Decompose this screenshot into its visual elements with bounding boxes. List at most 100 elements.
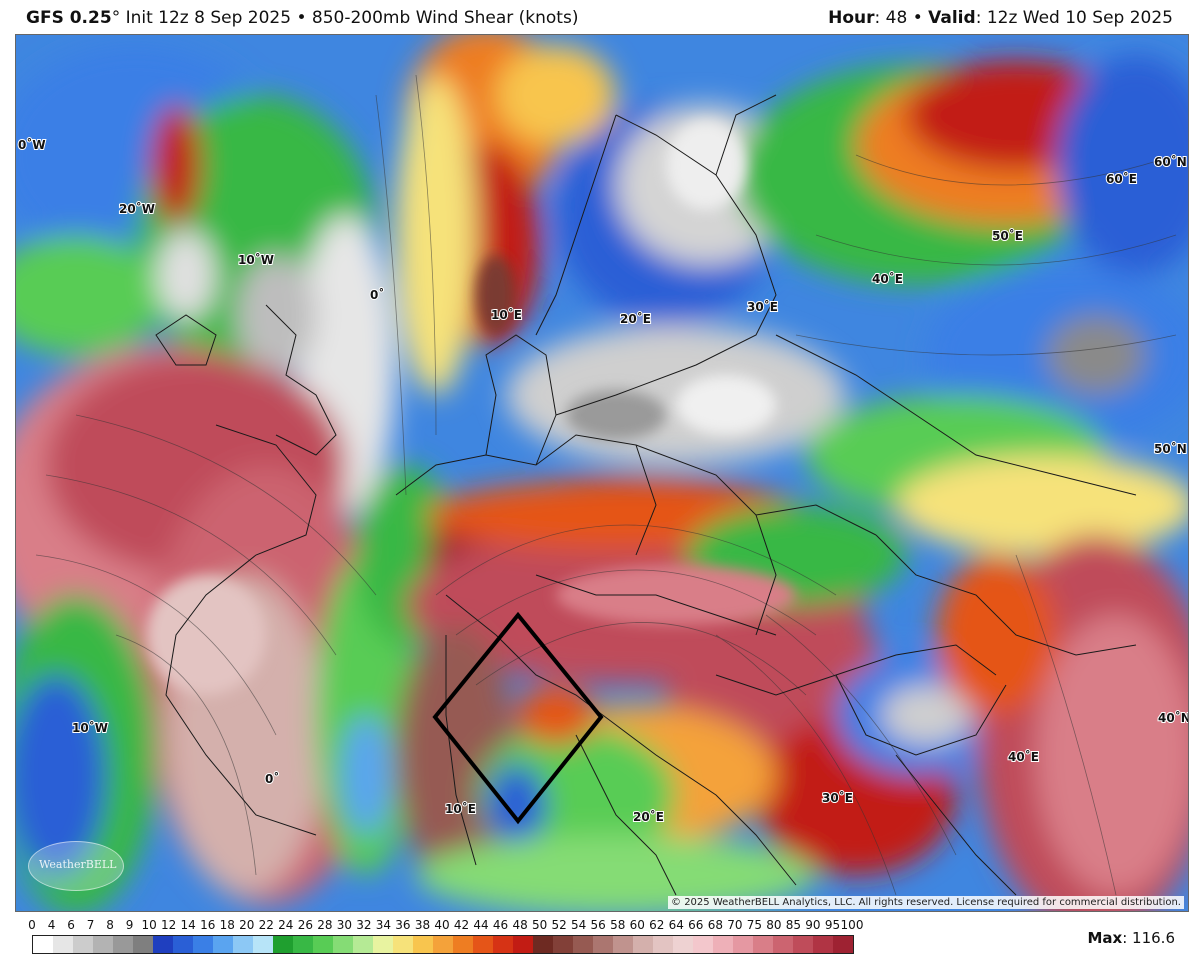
scale-tick-label: 38 <box>414 918 431 932</box>
scale-swatch <box>493 936 513 953</box>
scale-tick-label: 8 <box>106 918 114 932</box>
scale-swatch <box>373 936 393 953</box>
logo-text: WeatherBELL <box>39 858 117 871</box>
coord-label: 50˚N <box>1154 441 1187 456</box>
scale-tick-label: 90 <box>805 918 821 932</box>
map-title: GFS 0.25° Init 12z 8 Sep 2025 • 850-200m… <box>26 8 578 28</box>
scale-swatch <box>233 936 253 953</box>
shear-detail <box>146 120 796 695</box>
scale-swatch <box>713 936 733 953</box>
valid-label: Valid <box>928 8 976 28</box>
coordinate-labels: 0˚W 20˚W 10˚W 0˚ 10˚E 20˚E 30˚E 40˚E 50˚… <box>17 136 1188 825</box>
max-value: Max: 116.6 <box>1088 929 1176 947</box>
coord-label: 40˚E <box>872 271 903 286</box>
scale-tick-label: 95 <box>824 918 841 932</box>
coord-label: 20˚E <box>633 809 664 824</box>
scale-swatch <box>253 936 273 953</box>
scale-swatch <box>553 936 573 953</box>
scale-tick-label: 32 <box>356 918 372 932</box>
scale-swatch <box>393 936 413 953</box>
scale-tick-label: 30 <box>336 918 353 932</box>
scale-swatch <box>833 936 853 953</box>
init-time: Init 12z 8 Sep 2025 <box>125 8 292 28</box>
scale-swatch <box>153 936 173 953</box>
scale-tick-label: 80 <box>766 918 782 932</box>
max-number: : 116.6 <box>1122 929 1175 947</box>
title-separator: • <box>296 8 307 28</box>
scale-tick-label: 62 <box>649 918 665 932</box>
scale-tick-labels: 0 4 6 7 8 9 10 12 14 16 18 20 22 24 26 28 30 32 34 36 38 40 42… <box>26 918 866 934</box>
scale-tick-label: 6 <box>67 918 75 932</box>
product-name: 850-200mb Wind Shear (knots) <box>311 8 579 28</box>
scale-tick-label: 0 <box>28 918 36 932</box>
scale-tick-label: 46 <box>492 918 509 932</box>
copyright-notice: © 2025 WeatherBELL Analytics, LLC. All r… <box>668 896 1184 909</box>
scale-swatch <box>73 936 93 953</box>
scale-tick-label: 28 <box>317 918 333 932</box>
weatherbell-logo: WeatherBELL <box>28 841 124 891</box>
scale-tick-label: 48 <box>512 918 528 932</box>
coord-label: 20˚E <box>620 311 651 326</box>
coord-label: 40˚E <box>1008 749 1039 764</box>
scale-swatch <box>753 936 773 953</box>
scale-tick-label: 7 <box>86 918 95 932</box>
scale-tick-label: 44 <box>473 918 489 932</box>
scale-tick-label: 24 <box>278 918 294 932</box>
color-scale-bar <box>32 935 854 954</box>
scale-swatch <box>593 936 613 953</box>
scale-swatch <box>433 936 453 953</box>
scale-tick-label: 66 <box>688 918 704 932</box>
scale-tick-label: 52 <box>551 918 567 932</box>
streamlines <box>35 74 1177 896</box>
scale-tick-label: 50 <box>531 918 548 932</box>
coord-label: 60˚N <box>1154 154 1187 169</box>
scale-swatch <box>453 936 473 953</box>
wind-shear-map: 0˚W 20˚W 10˚W 0˚ 10˚E 20˚E 30˚E 40˚E 50˚… <box>15 34 1189 912</box>
coord-label: 30˚E <box>747 299 778 314</box>
scale-swatch <box>413 936 433 953</box>
scale-swatch <box>613 936 633 953</box>
scale-swatch <box>733 936 753 953</box>
scale-swatch <box>213 936 233 953</box>
scale-tick-label: 26 <box>297 918 313 932</box>
scale-swatch <box>33 936 53 953</box>
scale-swatch <box>93 936 113 953</box>
boundaries <box>155 94 1137 896</box>
scale-tick-label: 70 <box>727 918 743 932</box>
scale-swatch <box>513 936 533 953</box>
scale-tick-label: 58 <box>610 918 626 932</box>
scale-tick-label: 64 <box>668 918 684 932</box>
scale-tick-label: 40 <box>434 918 450 932</box>
scale-swatch <box>333 936 353 953</box>
valid-value: : 12z Wed 10 Sep 2025 <box>975 8 1173 28</box>
scale-swatch <box>793 936 813 953</box>
scale-tick-label: 10 <box>141 918 157 932</box>
scale-swatch <box>313 936 333 953</box>
scale-tick-label: 34 <box>375 918 392 932</box>
header-bar: GFS 0.25° Init 12z 8 Sep 2025 • 850-200m… <box>0 0 1201 34</box>
hour-value: : 48 <box>874 8 908 28</box>
scale-swatch <box>273 936 293 953</box>
coord-label: 10˚W <box>238 252 274 267</box>
shear-field <box>16 35 1188 911</box>
scale-swatch <box>53 936 73 953</box>
coord-label: 0˚ <box>370 287 384 302</box>
scale-tick-label: 100 <box>840 918 864 932</box>
scale-swatch <box>633 936 653 953</box>
scale-swatch <box>533 936 553 953</box>
scale-swatch <box>133 936 153 953</box>
scale-swatch <box>573 936 593 953</box>
max-label: Max <box>1087 929 1123 947</box>
scale-tick-label: 18 <box>219 918 235 932</box>
coord-label: 50˚E <box>992 228 1023 243</box>
scale-tick-label: 85 <box>785 918 802 932</box>
scale-swatch <box>193 936 213 953</box>
scale-swatch <box>113 936 133 953</box>
coord-label: 10˚E <box>491 307 522 322</box>
scale-tick-label: 68 <box>707 918 723 932</box>
coord-label: 30˚E <box>822 790 853 805</box>
scale-swatch <box>813 936 833 953</box>
scale-swatch <box>673 936 693 953</box>
scale-swatch <box>353 936 373 953</box>
scale-tick-label: 9 <box>125 918 134 932</box>
